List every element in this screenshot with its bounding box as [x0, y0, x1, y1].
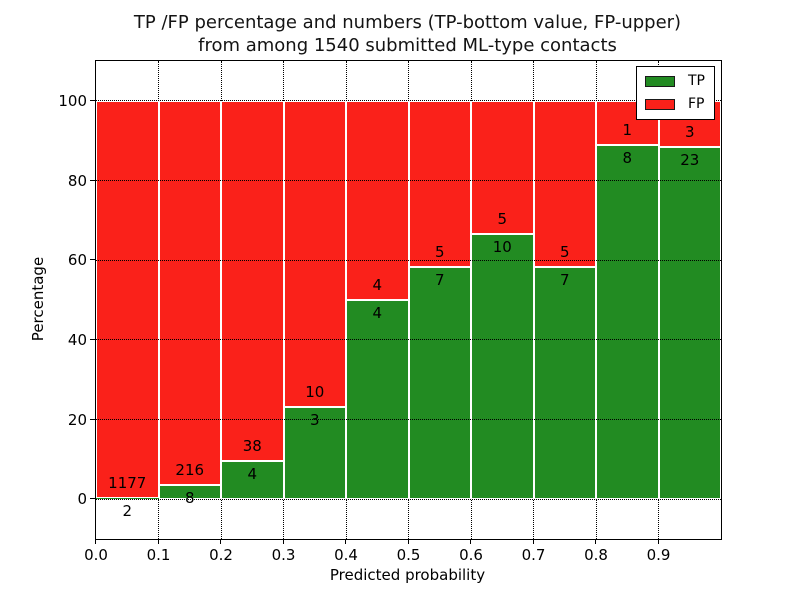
bar-segment-tp [221, 461, 284, 500]
bar-count-label-tp: 7 [559, 270, 570, 289]
x-tick [657, 539, 659, 544]
x-tick [220, 539, 222, 544]
x-tick-label: 0.4 [334, 546, 358, 564]
x-tick-label: 0.3 [271, 546, 296, 564]
bar-count-label-tp: 23 [680, 150, 700, 169]
bar-count-label-fp: 5 [497, 209, 508, 228]
bar-segment-fp [158, 100, 221, 485]
y-tick-label: 20 [67, 410, 87, 429]
x-tick-label: 0.7 [521, 546, 546, 564]
bar-count-label-fp: 5 [434, 242, 445, 261]
legend-swatch-fp-icon [645, 98, 675, 110]
bar-count-label-tp: 4 [247, 465, 258, 484]
x-tick [407, 539, 409, 544]
bar-segment-tp [158, 484, 221, 500]
y-gridline [96, 419, 721, 420]
bar-count-label-fp: 1177 [108, 474, 147, 493]
x-axis-label: Predicted probability [329, 566, 486, 584]
x-tick [95, 539, 97, 544]
bar-segment-tp [533, 266, 596, 500]
bar-segment-fp [346, 100, 409, 300]
x-tick [157, 539, 159, 544]
x-tick [595, 539, 597, 544]
x-tick-label: 0.0 [84, 546, 108, 564]
bar-segment-tp [471, 233, 534, 500]
bar-count-label-tp: 7 [434, 270, 445, 289]
bar-count-label-tp: 8 [184, 488, 195, 507]
legend-item-fp: FP [645, 97, 705, 111]
y-tick [89, 498, 95, 500]
bar-count-label-tp: 8 [622, 149, 633, 168]
chart-title-line-2: from among 1540 submitted ML-type contac… [198, 35, 617, 56]
bar-segment-fp [221, 100, 284, 462]
bar-segment-fp [533, 100, 596, 267]
chart-title-line-1: TP /FP percentage and numbers (TP-bottom… [133, 12, 682, 33]
y-tick [89, 418, 95, 420]
y-tick [89, 179, 95, 181]
bar-count-label-tp: 3 [309, 411, 320, 430]
legend-label-tp: TP [688, 73, 705, 89]
x-tick-label: 0.6 [459, 546, 483, 564]
bar-segment-tp [408, 266, 471, 500]
x-tick-label: 0.1 [146, 546, 171, 564]
x-tick-label: 0.9 [646, 546, 671, 564]
legend-swatch-tp-icon [645, 75, 675, 87]
bar-count-label-fp: 10 [305, 383, 325, 402]
bar-segment-fp [471, 100, 534, 234]
bar-count-label-tp: 2 [122, 502, 133, 521]
x-tick [470, 539, 472, 544]
chart-title: TP /FP percentage and numbers (TP-bottom… [95, 11, 720, 57]
bar-count-label-fp: 1 [622, 121, 633, 140]
bar-segment-tp [283, 407, 346, 500]
y-axis-label: Percentage [29, 256, 47, 342]
y-gridline [96, 339, 721, 341]
plot-area: TP FP 1177 2 216 8 38 4 10 3 4 4 5 7 5 10 5 7 1 8 3 23 0.0 0.… [58, 60, 722, 564]
y-tick [89, 339, 95, 341]
bar-count-label-tp: 10 [492, 237, 512, 256]
bar-segment-tp [658, 146, 721, 500]
x-tick-label: 0.8 [584, 546, 608, 564]
x-tick [282, 539, 284, 544]
y-tick-label: 0 [77, 490, 87, 509]
bar-segment-tp [596, 145, 659, 500]
bar-segment-tp [346, 300, 409, 500]
x-tick [345, 539, 347, 544]
y-tick [89, 259, 95, 261]
legend-item-tp: TP [645, 74, 705, 88]
x-tick [532, 539, 534, 544]
bar-count-label-fp: 38 [242, 437, 262, 456]
x-tick-label: 0.2 [209, 546, 233, 564]
y-tick-label: 100 [58, 91, 87, 110]
bar-count-label-fp: 3 [684, 122, 695, 141]
y-tick-label: 40 [67, 330, 87, 349]
y-gridline [96, 498, 721, 500]
legend-label-fp: FP [688, 96, 705, 112]
y-tick [89, 100, 95, 102]
bar-count-label-tp: 4 [372, 304, 383, 322]
y-tick-label: 60 [67, 251, 87, 270]
y-tick-label: 80 [67, 171, 87, 190]
bar-segment-fp [96, 100, 159, 499]
y-gridline [96, 259, 721, 261]
y-gridline [96, 100, 721, 102]
bar-count-label-fp: 4 [372, 276, 383, 294]
bar-count-label-fp: 5 [559, 242, 570, 261]
bar-count-label-fp: 216 [175, 460, 205, 479]
bar-segment-fp [283, 100, 346, 408]
x-tick-label: 0.5 [396, 546, 421, 564]
legend: TP FP [636, 66, 715, 120]
y-gridline [96, 180, 721, 181]
